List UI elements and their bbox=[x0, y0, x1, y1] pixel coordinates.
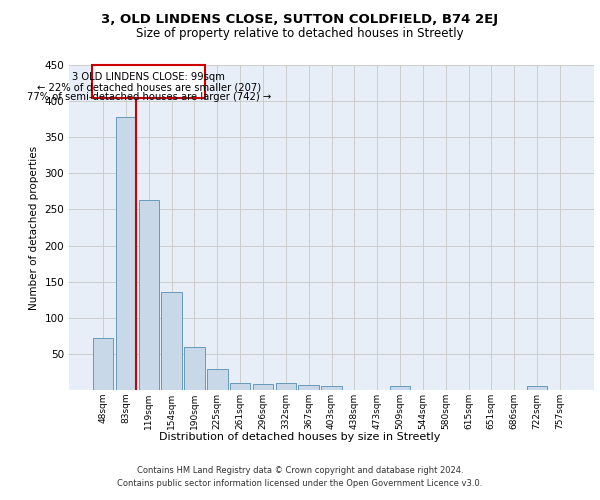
Bar bbox=[139, 200, 159, 390]
Text: Size of property relative to detached houses in Streetly: Size of property relative to detached ho… bbox=[136, 28, 464, 40]
Text: Distribution of detached houses by size in Streetly: Distribution of detached houses by size … bbox=[160, 432, 440, 442]
Bar bbox=[93, 338, 113, 390]
Bar bbox=[230, 383, 250, 390]
Bar bbox=[298, 385, 319, 390]
Bar bbox=[275, 383, 296, 390]
Bar bbox=[207, 369, 227, 390]
Bar bbox=[321, 386, 342, 390]
Text: 3 OLD LINDENS CLOSE: 99sqm: 3 OLD LINDENS CLOSE: 99sqm bbox=[73, 72, 225, 82]
Text: Contains HM Land Registry data © Crown copyright and database right 2024.
Contai: Contains HM Land Registry data © Crown c… bbox=[118, 466, 482, 487]
Text: ← 22% of detached houses are smaller (207): ← 22% of detached houses are smaller (20… bbox=[37, 82, 261, 92]
Bar bbox=[184, 346, 205, 390]
Bar bbox=[527, 386, 547, 390]
Bar bbox=[253, 384, 273, 390]
Bar bbox=[390, 386, 410, 390]
Bar bbox=[161, 292, 182, 390]
Bar bbox=[116, 117, 136, 390]
Text: 77% of semi-detached houses are larger (742) →: 77% of semi-detached houses are larger (… bbox=[26, 92, 271, 102]
Bar bbox=[92, 65, 205, 98]
Y-axis label: Number of detached properties: Number of detached properties bbox=[29, 146, 39, 310]
Text: 3, OLD LINDENS CLOSE, SUTTON COLDFIELD, B74 2EJ: 3, OLD LINDENS CLOSE, SUTTON COLDFIELD, … bbox=[101, 12, 499, 26]
